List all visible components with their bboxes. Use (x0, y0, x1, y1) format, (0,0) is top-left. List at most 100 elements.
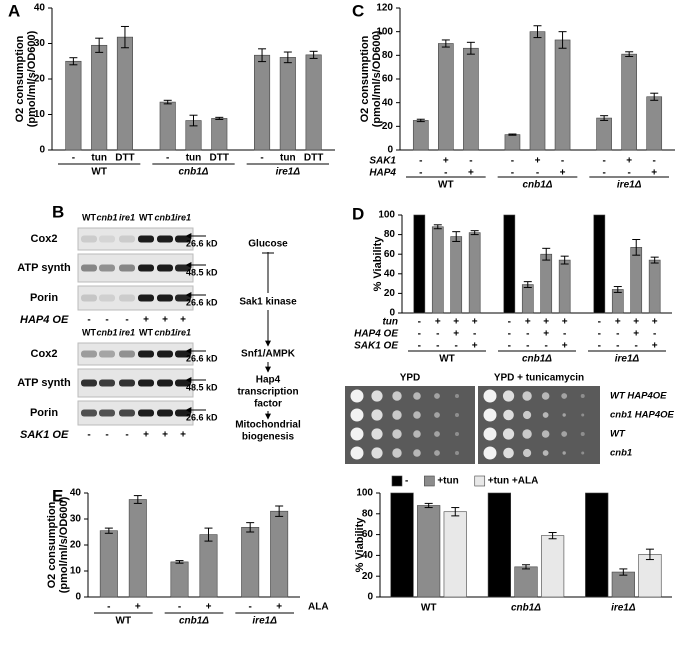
pathway-node: Hap4 (256, 375, 281, 386)
row-value: + (472, 317, 478, 328)
spot (371, 390, 383, 402)
y-tick-label: 20 (384, 288, 396, 299)
pathway-node: Glucose (248, 239, 288, 250)
blot-row-label: Porin (30, 407, 58, 419)
lane-label: cnb1 (96, 327, 117, 337)
blot-strip (77, 285, 194, 311)
group-label: ire1Δ (276, 167, 301, 178)
y-axis-label: O2 consumption (46, 501, 58, 588)
treatment-value: - (125, 430, 128, 441)
treatment-value: + (143, 315, 149, 326)
row-value: - (508, 341, 511, 352)
group-label: ire1Δ (611, 603, 636, 614)
spot (522, 391, 532, 401)
bar (412, 120, 429, 151)
error-bar (120, 25, 129, 49)
strain-label: WT HAP4OE (610, 391, 667, 402)
lane-label: cnb1 (96, 212, 117, 222)
error-bar (309, 50, 318, 59)
spot (371, 409, 383, 421)
spot (434, 393, 440, 399)
group-label: cnb1Δ (522, 354, 552, 365)
row-value: - (436, 329, 439, 340)
x-tick-label: DTT (304, 153, 323, 164)
bar (170, 561, 189, 598)
blot-band (138, 235, 154, 243)
lane-label: ire1 (119, 327, 135, 337)
spot (413, 449, 421, 457)
error-bar (175, 560, 184, 564)
spot (455, 413, 459, 417)
group-label: WT (421, 603, 437, 614)
plate-label: YPD (400, 373, 421, 384)
error-bar (625, 51, 634, 58)
blot-band (81, 379, 97, 387)
spot (371, 428, 383, 440)
bar (503, 214, 516, 314)
spot (541, 430, 550, 438)
x-tick-label: - (178, 602, 181, 613)
error-bar (645, 548, 654, 561)
error-bar (558, 31, 567, 49)
marker-label: 48.5 kD (186, 382, 218, 392)
strain-label: WT (610, 429, 626, 440)
y-tick-label: 100 (378, 210, 395, 221)
bar (128, 499, 147, 598)
bar (554, 39, 571, 151)
spot (580, 432, 585, 436)
spot (562, 413, 566, 417)
y-tick-label: 0 (367, 592, 373, 603)
error-bar (283, 51, 292, 64)
row-value: + (453, 317, 459, 328)
bar (621, 53, 637, 151)
spot (483, 446, 497, 460)
y-tick-label: 60 (384, 249, 396, 260)
error-bar (189, 114, 198, 127)
y-tick-label: 10 (70, 566, 82, 577)
spot (455, 451, 459, 455)
row-name: SAK1 (369, 156, 396, 167)
blot-band (119, 379, 135, 387)
row-value: - (635, 341, 638, 352)
pathway-node: Snf1/AMPK (241, 349, 296, 360)
blot-band (99, 235, 115, 243)
row-name: HAP4 OE (354, 329, 398, 340)
spot (542, 450, 549, 456)
error-bar (215, 116, 224, 120)
bar (199, 534, 218, 598)
row-value: - (444, 168, 447, 179)
spot (350, 389, 364, 403)
error-bar (69, 57, 78, 66)
x-tick-label: DTT (210, 153, 229, 164)
error-bar (466, 41, 475, 55)
blot-band (157, 294, 173, 302)
treatment-value: - (87, 430, 90, 441)
spot (522, 448, 532, 458)
error-bar (104, 527, 113, 534)
row-value: - (418, 317, 421, 328)
row-name: tun (382, 317, 398, 328)
x-tick-label: + (206, 602, 212, 613)
row-value: - (602, 168, 605, 179)
blot-band (81, 350, 97, 358)
row-value: - (473, 329, 476, 340)
pathway-node: Mitochondrial (235, 420, 301, 431)
spot (434, 450, 440, 456)
blot-band (157, 235, 173, 243)
blot-row-label: Cox2 (31, 348, 58, 360)
row-value: - (508, 317, 511, 328)
bar (558, 259, 571, 314)
bar (529, 31, 546, 151)
marker-label: 26.6 kD (186, 297, 218, 307)
group-label: ire1Δ (617, 180, 642, 191)
treatment-value: - (105, 315, 108, 326)
row-value: - (455, 341, 458, 352)
x-tick-label: + (135, 602, 141, 613)
bar (487, 492, 512, 598)
bar (611, 289, 624, 314)
lane-label: WT (82, 327, 96, 337)
spot (413, 392, 421, 400)
error-bar (533, 25, 542, 39)
blot-row-label: ATP synth (17, 262, 71, 274)
